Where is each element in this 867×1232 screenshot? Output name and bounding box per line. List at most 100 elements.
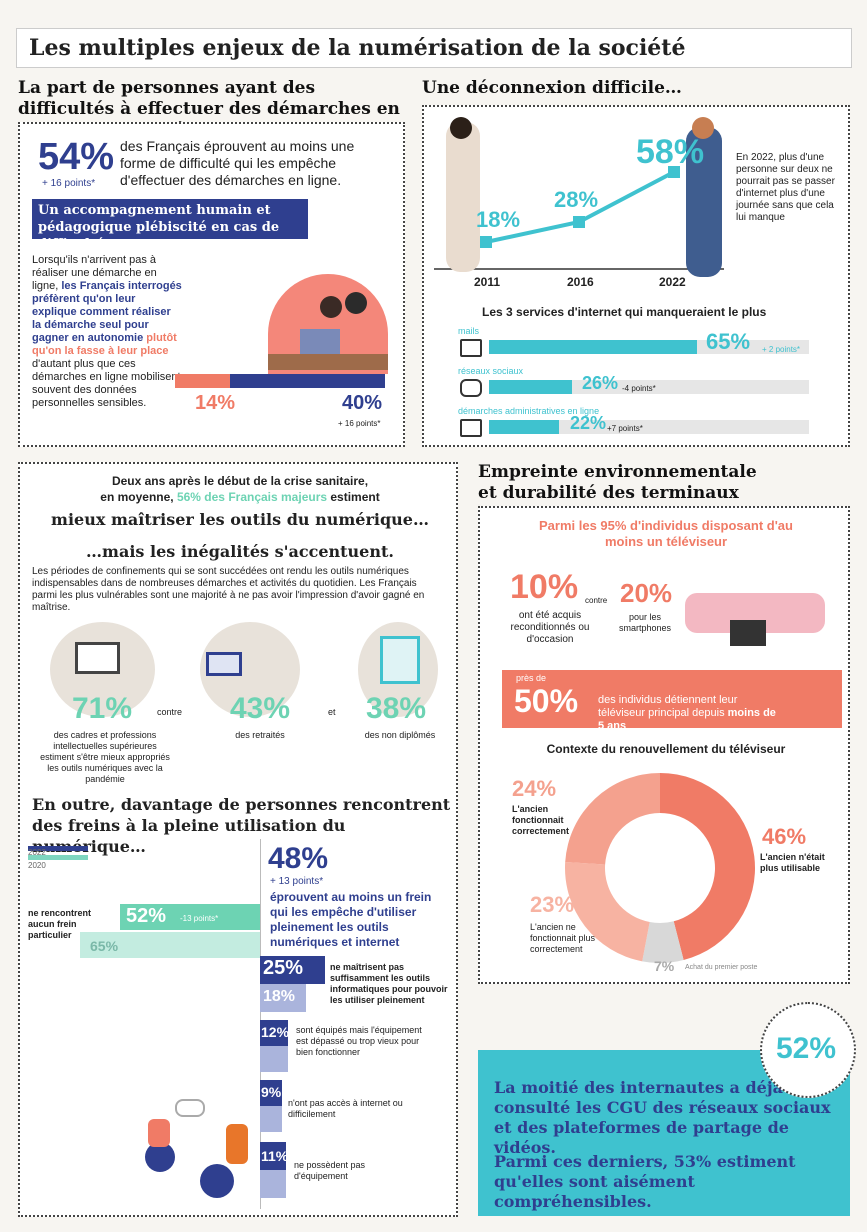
- service-value-social: 26%: [582, 373, 619, 393]
- s2-point-2022: [668, 166, 680, 178]
- person-icon: [446, 122, 480, 272]
- person-icon: [686, 127, 722, 277]
- s5-stat-50-text-b: moins de 5 ans: [598, 707, 776, 732]
- s5-donut-label-7: Achat du premier poste: [685, 964, 758, 971]
- s4-item-1-2022: 25%: [263, 957, 304, 979]
- s4-no-barrier-delta: -13 points*: [180, 914, 219, 923]
- s3-headline: mieux maîtriser les outils du numérique…: [51, 510, 429, 529]
- s4-big-text: éprouvent au moins un frein qui les empê…: [270, 890, 432, 949]
- s2-side-text: En 2022, plus d'une personne sur deux ne…: [736, 152, 835, 223]
- s4-bar-18: [260, 984, 306, 1012]
- s1-body-4: d'autant plus que ces démarches en ligne…: [32, 358, 181, 409]
- service-bar-track: [489, 420, 809, 434]
- s6-text1: La moitié des internautes a déjà consult…: [494, 1078, 831, 1157]
- s4-bar-9: [260, 1080, 282, 1106]
- s3-body: Les périodes de confinements qui se sont…: [32, 566, 425, 613]
- s2-year-2016: 2016: [567, 275, 594, 289]
- service-label-mails: mails: [458, 326, 480, 336]
- s5-box: Parmi les 95% d'individus disposant d'au…: [478, 506, 850, 984]
- s5-donut-chart: [565, 773, 755, 963]
- page-title: Les multiples enjeux de la numérisation …: [29, 35, 686, 61]
- s3-intro-2a: en moyenne,: [100, 490, 177, 504]
- s1-stat-delta: + 16 points*: [42, 178, 96, 189]
- s4-item-4-2022: 11%: [261, 1148, 289, 1164]
- s2-year-2022: 2022: [659, 275, 686, 289]
- s2-line-chart: [434, 166, 724, 270]
- s3-intro-2b: 56% des Français majeurs: [176, 490, 328, 504]
- s4-bar-12-2020: [260, 1046, 288, 1072]
- s3-headline2: …mais les inégalités s'accentuent.: [86, 542, 394, 561]
- service-delta-mails: + 2 points*: [762, 345, 801, 354]
- s4-item-3-2022: 9%: [261, 1084, 282, 1100]
- s5-stat-50-text: des individus détiennent leur téléviseur…: [598, 694, 778, 733]
- service-value-admin: 22%: [570, 413, 607, 433]
- s3-label-38: des non diplômés: [364, 730, 436, 740]
- s6-badge: 52%: [760, 1002, 856, 1098]
- s5-donut-val-7: 7%: [654, 958, 675, 974]
- service-bar-mails: [489, 340, 697, 354]
- service-label-admin: démarches administratives en ligne: [458, 406, 600, 416]
- legend-2020: 2020: [28, 861, 46, 870]
- s1-body-1: Lorsqu'ils n'arrivent pas à réaliser une…: [32, 254, 157, 292]
- s4-no-barrier-2020: 65%: [90, 938, 119, 954]
- legend-2022: 2022: [28, 848, 46, 857]
- ball-icon: [145, 1142, 175, 1172]
- chat-icon: [460, 379, 482, 397]
- title-bar: Les multiples enjeux de la numérisation …: [16, 28, 852, 68]
- s2-box: 18% 28% 58% 2011 2016 2022 En 2022, plus…: [422, 105, 850, 447]
- desk: [268, 354, 388, 370]
- service-delta-social: -4 points*: [622, 384, 656, 393]
- donut-slice-0: [660, 773, 755, 961]
- s6-badge-value: 52%: [776, 1032, 837, 1065]
- s5-donut-label-46: L'ancien n'était plus utilisable: [760, 852, 825, 873]
- person-icon: [320, 296, 342, 318]
- s4-no-barrier-2022: 52%: [126, 905, 167, 927]
- s2-year-2011: 2011: [474, 275, 501, 289]
- person-icon: [148, 1119, 170, 1147]
- s5-donut-label-24: L'ancien fonctionnait correctement: [512, 804, 570, 836]
- s5-banner: [502, 670, 842, 728]
- s4-big-stat: 48%: [268, 842, 329, 875]
- s1-left-pct: 14%: [195, 392, 236, 414]
- s5-near: près de: [516, 673, 547, 683]
- s5-stat-phone: 20%: [620, 578, 673, 608]
- s5-donut-val-24: 24%: [512, 776, 557, 801]
- s5-contre: contre: [585, 596, 608, 605]
- s4-item-2-2022: 12%: [261, 1024, 290, 1040]
- s4-item-2-label: sont équipés mais l'équipement est dépas…: [296, 1025, 422, 1057]
- person-icon: [345, 292, 367, 314]
- s1-right-delta: + 16 points*: [338, 419, 381, 428]
- s5-context-title: Contexte du renouvellement du téléviseur: [546, 742, 786, 756]
- s1-stat: 54%: [38, 136, 115, 178]
- s5-donut-val-23: 23%: [530, 892, 575, 917]
- person-icon: [226, 1124, 248, 1164]
- s3-stat-38: 38%: [366, 692, 427, 725]
- s5-donut-label-23: L'ancien ne fonctionnait plus correcteme…: [530, 922, 596, 954]
- service-value-mails: 65%: [706, 329, 751, 354]
- s3-label-43: des retraités: [235, 730, 285, 740]
- tv-icon: [730, 620, 766, 646]
- s2-val-2016: 28%: [554, 187, 599, 212]
- s3-intro-2c: estiment: [327, 490, 380, 504]
- s4-bar-11-2020: [260, 1170, 286, 1198]
- s3-label-71: des cadres et professions intellectuelle…: [40, 730, 170, 784]
- monitor-icon: [75, 642, 120, 674]
- s5-subheading: Parmi les 95% d'individus disposant d'au…: [539, 518, 793, 549]
- s3-stat-43: 43%: [230, 692, 291, 725]
- s5-stat-phone-label: pour les smartphones: [618, 612, 672, 633]
- s1-bar-right: [230, 374, 385, 388]
- s2-heading: Une déconnexion difficile…: [422, 78, 682, 98]
- s1-stat-text: des Français éprouvent au moins une form…: [120, 138, 355, 188]
- s6-text2: Parmi ces derniers, 53% estiment qu'elle…: [494, 1152, 796, 1211]
- donut-slice-2: [565, 862, 650, 962]
- s5-stat-tv: 10%: [510, 568, 579, 606]
- s2-val-2022: 58%: [636, 133, 705, 171]
- s4-bar-9-2020: [260, 1106, 282, 1132]
- s5-stat-50: 50%: [514, 683, 579, 719]
- s3-box: Deux ans après le début de la crise sani…: [18, 462, 458, 1217]
- s3-intro-2: en moyenne, 56% des Français majeurs est…: [20, 490, 460, 504]
- service-bar-admin: [489, 420, 559, 434]
- person-head: [450, 117, 472, 139]
- s4-bar-25: [260, 956, 325, 984]
- s4-bar-11: [260, 1142, 286, 1170]
